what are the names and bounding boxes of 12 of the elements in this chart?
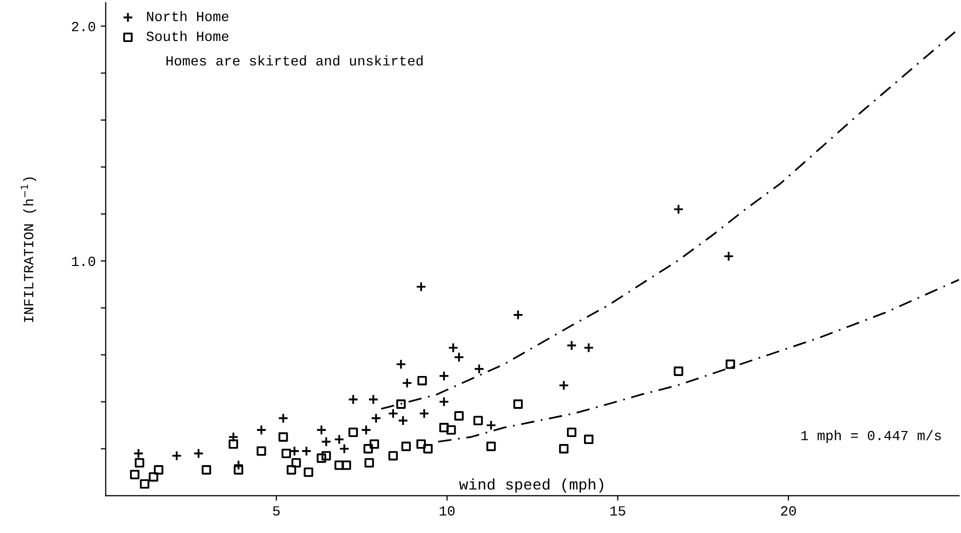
y-tick-label: 1.0 xyxy=(72,256,96,266)
legend-label: South Home xyxy=(146,30,228,42)
legend-label: North Home xyxy=(147,11,228,22)
x-tick-label: 10 xyxy=(440,506,455,516)
annotation: Homes are skirted and unskirted xyxy=(166,55,423,66)
annotation: 1 mph = 0.447 m/s xyxy=(801,430,941,443)
x-tick-label: 15 xyxy=(610,506,626,516)
x-axis-title: wind speed (mph) xyxy=(459,478,604,493)
y-axis-title: INFILTRATION (h$^{−1}$) xyxy=(20,177,36,322)
x-tick-label: 5 xyxy=(273,506,280,516)
x-tick-label: 20 xyxy=(781,506,796,516)
y-tick-label: 2.0 xyxy=(72,22,96,32)
